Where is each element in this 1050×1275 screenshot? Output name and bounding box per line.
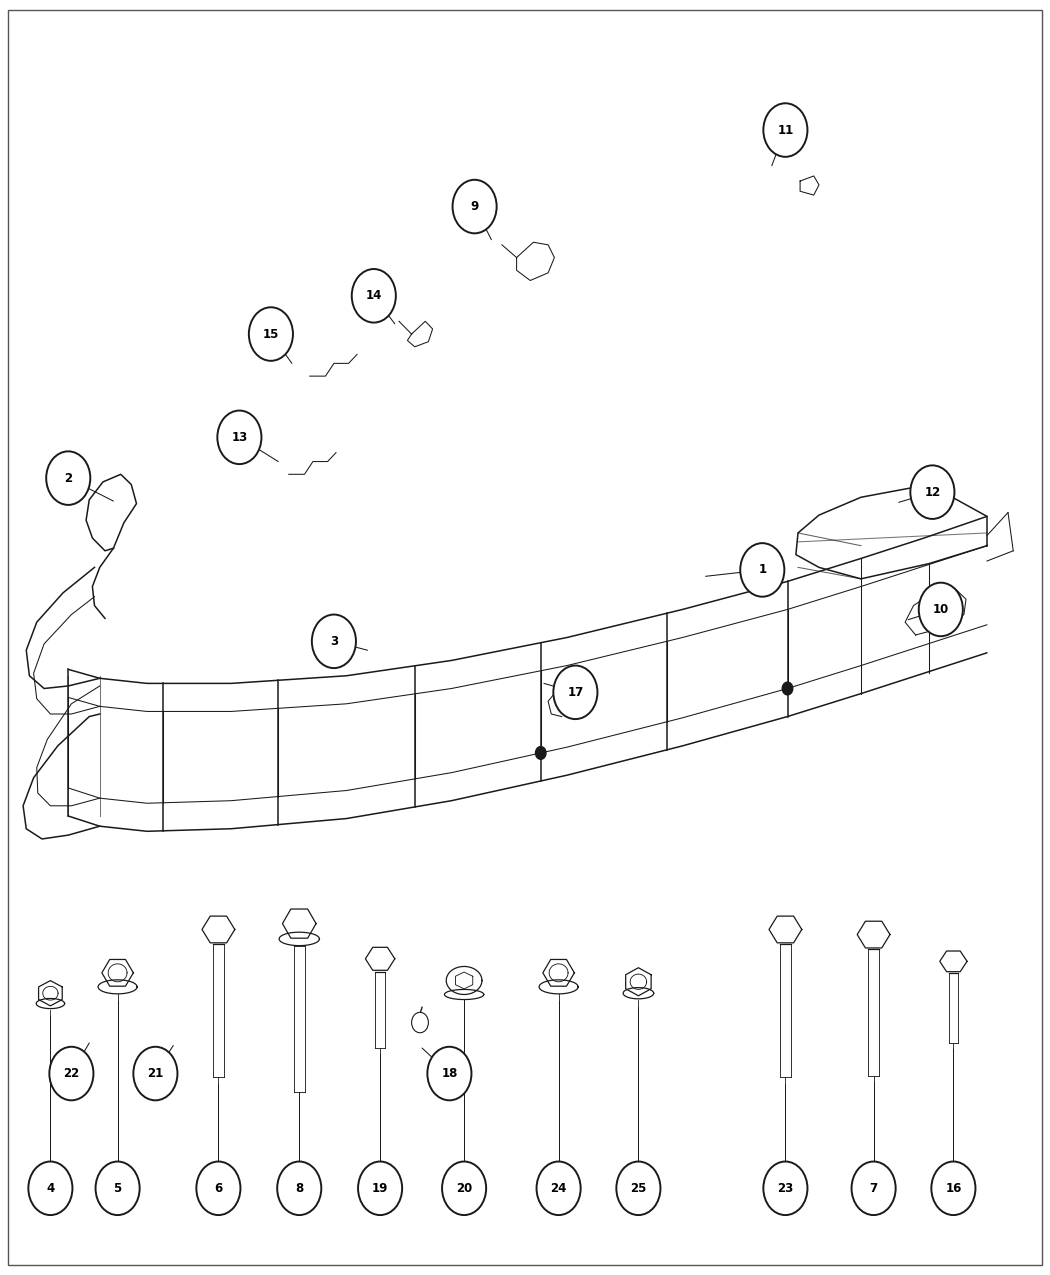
Circle shape bbox=[537, 1162, 581, 1215]
Text: 8: 8 bbox=[295, 1182, 303, 1195]
Circle shape bbox=[852, 1162, 896, 1215]
Text: 3: 3 bbox=[330, 635, 338, 648]
Circle shape bbox=[553, 666, 597, 719]
Circle shape bbox=[312, 615, 356, 668]
Circle shape bbox=[133, 1047, 177, 1100]
Circle shape bbox=[763, 103, 807, 157]
Text: 25: 25 bbox=[630, 1182, 647, 1195]
Circle shape bbox=[28, 1162, 72, 1215]
Circle shape bbox=[412, 1012, 428, 1033]
Text: 13: 13 bbox=[231, 431, 248, 444]
Text: 11: 11 bbox=[777, 124, 794, 136]
Circle shape bbox=[453, 180, 497, 233]
Circle shape bbox=[217, 411, 261, 464]
Circle shape bbox=[49, 1047, 93, 1100]
Text: 9: 9 bbox=[470, 200, 479, 213]
Text: 14: 14 bbox=[365, 289, 382, 302]
Circle shape bbox=[427, 1047, 471, 1100]
Circle shape bbox=[931, 1162, 975, 1215]
Text: 19: 19 bbox=[372, 1182, 388, 1195]
Circle shape bbox=[763, 1162, 807, 1215]
Circle shape bbox=[919, 583, 963, 636]
Text: 24: 24 bbox=[550, 1182, 567, 1195]
Text: 18: 18 bbox=[441, 1067, 458, 1080]
Circle shape bbox=[358, 1162, 402, 1215]
Text: 21: 21 bbox=[147, 1067, 164, 1080]
Text: 4: 4 bbox=[46, 1182, 55, 1195]
Circle shape bbox=[782, 682, 793, 695]
Circle shape bbox=[442, 1162, 486, 1215]
Text: 15: 15 bbox=[262, 328, 279, 340]
Circle shape bbox=[740, 543, 784, 597]
Text: 5: 5 bbox=[113, 1182, 122, 1195]
Circle shape bbox=[46, 451, 90, 505]
Circle shape bbox=[910, 465, 954, 519]
Text: 20: 20 bbox=[456, 1182, 472, 1195]
Circle shape bbox=[249, 307, 293, 361]
Text: 17: 17 bbox=[567, 686, 584, 699]
Circle shape bbox=[277, 1162, 321, 1215]
Text: 16: 16 bbox=[945, 1182, 962, 1195]
Circle shape bbox=[352, 269, 396, 323]
Circle shape bbox=[536, 747, 546, 760]
Text: 23: 23 bbox=[777, 1182, 794, 1195]
Text: 2: 2 bbox=[64, 472, 72, 484]
Text: 1: 1 bbox=[758, 564, 766, 576]
Circle shape bbox=[96, 1162, 140, 1215]
Circle shape bbox=[196, 1162, 240, 1215]
Text: 12: 12 bbox=[924, 486, 941, 499]
Text: 6: 6 bbox=[214, 1182, 223, 1195]
Text: 10: 10 bbox=[932, 603, 949, 616]
Circle shape bbox=[616, 1162, 660, 1215]
Text: 22: 22 bbox=[63, 1067, 80, 1080]
Text: 7: 7 bbox=[869, 1182, 878, 1195]
